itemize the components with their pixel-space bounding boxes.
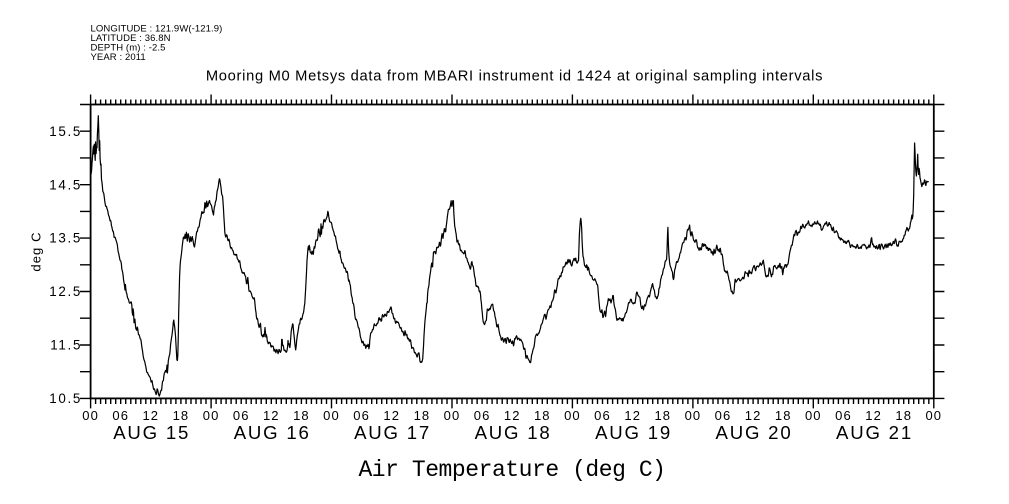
svg-text:00: 00 xyxy=(203,408,220,423)
svg-text:LATITUDE : 36.8N: LATITUDE : 36.8N xyxy=(91,33,171,44)
svg-text:06: 06 xyxy=(233,408,250,423)
svg-text:YEAR : 2011: YEAR : 2011 xyxy=(91,52,146,63)
svg-text:AUG 16: AUG 16 xyxy=(234,422,311,443)
svg-text:13.5: 13.5 xyxy=(49,231,82,246)
svg-text:18: 18 xyxy=(173,408,190,423)
svg-text:10.5: 10.5 xyxy=(49,391,82,406)
svg-text:06: 06 xyxy=(112,408,129,423)
svg-text:18: 18 xyxy=(534,408,551,423)
svg-text:AUG 21: AUG 21 xyxy=(836,422,913,443)
svg-text:12: 12 xyxy=(865,408,882,423)
svg-text:14.5: 14.5 xyxy=(49,177,82,192)
svg-text:18: 18 xyxy=(895,408,912,423)
svg-text:DEPTH (m) : -2.5: DEPTH (m) : -2.5 xyxy=(91,42,166,53)
svg-text:AUG 19: AUG 19 xyxy=(595,422,672,443)
svg-text:00: 00 xyxy=(323,408,340,423)
svg-text:Mooring M0 Metsys data from MB: Mooring M0 Metsys data from MBARI instru… xyxy=(206,69,823,85)
svg-text:00: 00 xyxy=(564,408,581,423)
svg-text:deg C: deg C xyxy=(29,231,44,271)
svg-text:12: 12 xyxy=(745,408,762,423)
svg-text:00: 00 xyxy=(805,408,822,423)
svg-text:06: 06 xyxy=(353,408,370,423)
svg-text:00: 00 xyxy=(82,408,99,423)
svg-text:06: 06 xyxy=(835,408,852,423)
svg-text:AUG 20: AUG 20 xyxy=(716,422,793,443)
svg-text:18: 18 xyxy=(775,408,792,423)
svg-text:12.5: 12.5 xyxy=(49,284,82,299)
svg-text:AUG 17: AUG 17 xyxy=(354,422,431,443)
svg-text:11.5: 11.5 xyxy=(50,338,82,353)
svg-text:06: 06 xyxy=(474,408,491,423)
svg-text:AUG 15: AUG 15 xyxy=(113,422,190,443)
svg-text:AUG 18: AUG 18 xyxy=(475,422,552,443)
svg-text:12: 12 xyxy=(263,408,280,423)
svg-text:12: 12 xyxy=(142,408,159,423)
svg-text:18: 18 xyxy=(293,408,310,423)
svg-text:LONGITUDE : 121.9W(-121.9): LONGITUDE : 121.9W(-121.9) xyxy=(91,23,223,34)
svg-text:12: 12 xyxy=(504,408,521,423)
svg-text:00: 00 xyxy=(925,408,942,423)
svg-text:18: 18 xyxy=(654,408,671,423)
svg-text:00: 00 xyxy=(685,408,702,423)
svg-text:12: 12 xyxy=(383,408,400,423)
svg-text:06: 06 xyxy=(594,408,611,423)
svg-text:18: 18 xyxy=(414,408,431,423)
svg-text:00: 00 xyxy=(444,408,461,423)
svg-text:15.5: 15.5 xyxy=(49,124,82,139)
svg-text:Air Temperature (deg C): Air Temperature (deg C) xyxy=(358,457,665,483)
svg-text:06: 06 xyxy=(715,408,732,423)
svg-text:12: 12 xyxy=(624,408,641,423)
